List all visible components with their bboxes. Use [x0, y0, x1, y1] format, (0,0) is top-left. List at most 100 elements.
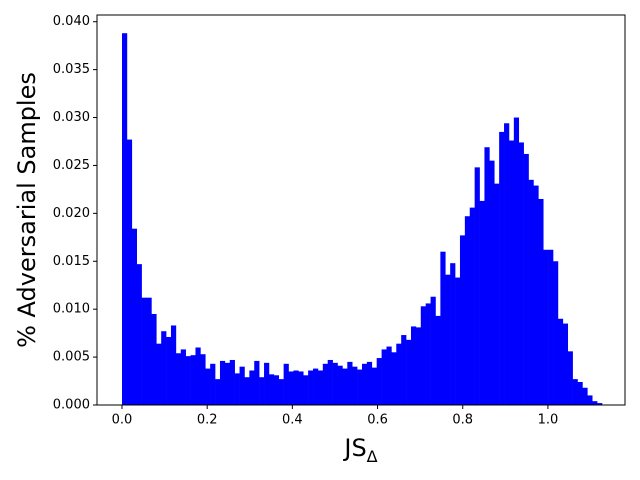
y-tick-label: 0.040	[53, 14, 90, 29]
bar	[298, 371, 304, 405]
bar	[538, 198, 544, 405]
y-tick-label: 0.010	[53, 302, 90, 317]
bar	[484, 147, 490, 405]
bar	[513, 117, 520, 406]
bar	[577, 382, 583, 405]
bar	[440, 251, 446, 405]
bar	[406, 339, 412, 405]
y-tick-label: 0.025	[53, 158, 90, 173]
bar	[249, 370, 255, 405]
bar	[479, 200, 485, 405]
bar	[293, 370, 299, 405]
bar	[386, 346, 392, 405]
bar	[548, 249, 554, 405]
bar	[268, 374, 275, 405]
bar	[494, 183, 500, 405]
bar	[332, 362, 338, 405]
bar	[499, 131, 505, 405]
bar	[597, 403, 603, 405]
bar	[156, 343, 162, 405]
bar	[185, 356, 191, 405]
x-tick-label: 0.6	[367, 413, 388, 428]
x-axis-label: JSΔ	[342, 434, 377, 466]
bar	[450, 263, 456, 405]
bar	[195, 347, 201, 405]
bar	[229, 359, 235, 405]
bar	[161, 331, 167, 405]
bar	[567, 351, 573, 405]
bar	[347, 361, 353, 405]
bar	[219, 360, 226, 405]
bar	[518, 142, 524, 406]
bar	[322, 363, 329, 405]
bar	[425, 303, 431, 405]
bar	[313, 368, 319, 405]
bar	[592, 401, 598, 405]
bar	[146, 297, 152, 405]
bar	[288, 371, 294, 405]
bar	[303, 375, 309, 405]
bar	[562, 323, 569, 405]
bar	[205, 368, 211, 405]
bar	[543, 249, 549, 405]
bar	[381, 349, 387, 405]
bar	[239, 366, 245, 405]
bar	[352, 366, 358, 405]
bar	[508, 140, 515, 405]
y-tick-label: 0.020	[53, 206, 90, 221]
bar	[190, 355, 196, 405]
bar	[410, 326, 417, 405]
y-axis-label: % Adversarial Samples	[13, 72, 41, 348]
bar	[464, 216, 471, 405]
bar	[122, 33, 128, 405]
y-tick-label: 0.035	[53, 62, 90, 77]
bar	[210, 363, 216, 405]
bar	[327, 359, 333, 405]
bar	[317, 370, 324, 405]
bar	[244, 377, 250, 405]
bar	[126, 139, 133, 406]
bar	[587, 395, 593, 405]
y-tick-label: 0.015	[53, 254, 90, 269]
bar	[572, 379, 578, 405]
bar	[533, 185, 539, 405]
y-tick-label: 0.005	[53, 350, 90, 365]
bar	[166, 336, 172, 405]
bar	[396, 343, 402, 405]
bar	[254, 360, 260, 405]
y-tick-label: 0.000	[53, 398, 90, 413]
bar	[224, 362, 231, 405]
bar	[391, 352, 397, 405]
x-tick-label: 0.4	[282, 413, 303, 428]
bar	[459, 235, 466, 405]
bar	[151, 313, 157, 405]
x-axis-label-main: JS	[342, 434, 366, 462]
y-tick-label: 0.030	[53, 110, 90, 125]
bar	[582, 387, 588, 405]
x-tick-label: 1.0	[538, 413, 559, 428]
bar	[136, 264, 142, 405]
bar	[455, 277, 461, 405]
bar	[401, 335, 407, 405]
bar	[557, 318, 564, 405]
bar	[469, 207, 475, 405]
bar	[420, 306, 426, 405]
bar	[131, 228, 137, 405]
bar	[504, 123, 510, 406]
x-axis-label-subscript: Δ	[367, 447, 378, 466]
bar	[259, 377, 265, 405]
bar	[371, 367, 377, 405]
bar	[474, 167, 480, 405]
bar	[523, 153, 529, 405]
x-tick-label: 0.0	[112, 413, 133, 428]
bar	[234, 373, 240, 405]
bar	[342, 368, 348, 405]
bar	[553, 261, 559, 405]
bar	[528, 179, 534, 405]
bar	[366, 361, 373, 405]
bar	[215, 379, 221, 405]
bar	[170, 325, 177, 405]
bar	[435, 315, 441, 405]
bar	[175, 353, 182, 405]
bar	[264, 362, 270, 405]
